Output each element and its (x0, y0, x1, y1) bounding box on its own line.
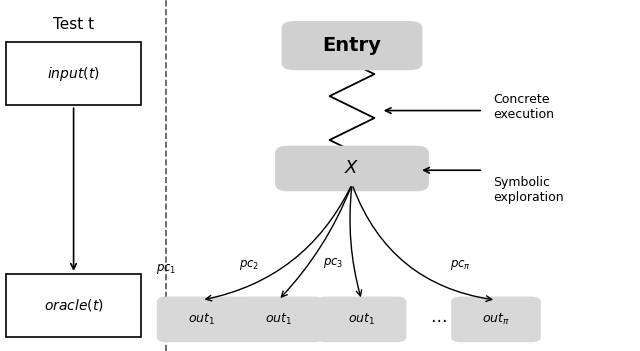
Text: Symbolic
exploration: Symbolic exploration (493, 176, 563, 204)
Text: $input(t)$: $input(t)$ (47, 65, 100, 83)
FancyBboxPatch shape (317, 297, 406, 342)
Text: $oracle(t)$: $oracle(t)$ (44, 297, 104, 313)
Text: $\mathit{pc}_{\pi}$: $\mathit{pc}_{\pi}$ (451, 258, 471, 272)
FancyBboxPatch shape (157, 297, 246, 342)
Text: $\mathit{pc}_{2}$: $\mathit{pc}_{2}$ (239, 258, 260, 272)
FancyBboxPatch shape (275, 146, 429, 191)
Text: $\mathit{out}_{1}$: $\mathit{out}_{1}$ (188, 312, 215, 327)
FancyBboxPatch shape (451, 297, 541, 342)
Text: Entry: Entry (323, 36, 381, 55)
Text: $\mathit{out}_{1}$: $\mathit{out}_{1}$ (348, 312, 375, 327)
Text: Test t: Test t (53, 17, 94, 32)
FancyBboxPatch shape (6, 42, 141, 105)
Text: $\cdots$: $\cdots$ (430, 310, 447, 329)
Text: Concrete
execution: Concrete execution (493, 93, 554, 121)
Text: $\mathit{pc}_{3}$: $\mathit{pc}_{3}$ (323, 256, 343, 270)
FancyBboxPatch shape (234, 297, 323, 342)
Text: $\mathit{out}_{\pi}$: $\mathit{out}_{\pi}$ (482, 312, 510, 327)
Text: $\mathit{out}_{1}$: $\mathit{out}_{1}$ (265, 312, 292, 327)
Text: $\mathit{pc}_{1}$: $\mathit{pc}_{1}$ (156, 261, 177, 276)
Text: $\mathit{X}$: $\mathit{X}$ (344, 159, 360, 178)
FancyBboxPatch shape (6, 274, 141, 337)
FancyBboxPatch shape (282, 21, 422, 70)
